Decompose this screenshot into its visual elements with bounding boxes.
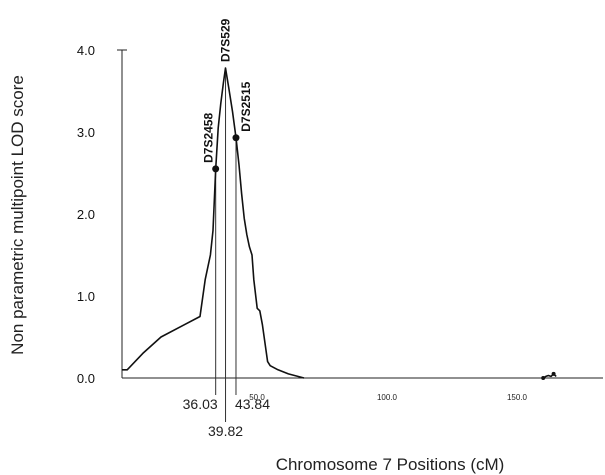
- marker-dot: [212, 165, 220, 173]
- lod-series-line: [122, 67, 305, 379]
- marker-dot: [232, 134, 240, 142]
- marker-position-label: 43.84: [235, 396, 270, 412]
- y-axis-title: Non parametric multipoint LOD score: [8, 75, 27, 355]
- y-tick-label: 1.0: [77, 289, 95, 304]
- y-tick-label: 4.0: [77, 43, 95, 58]
- marker-label: D7S2515: [239, 81, 253, 131]
- y-tick-label: 3.0: [77, 125, 95, 140]
- y-tick-label: 2.0: [77, 207, 95, 222]
- series-point: [551, 371, 556, 376]
- x-tick-labels: 50.0 100.0 150.0: [249, 393, 527, 402]
- x-tick-label: 50.0: [249, 393, 265, 402]
- x-tick-label: 150.0: [507, 393, 528, 402]
- y-tick-label: 0.0: [77, 371, 95, 386]
- y-axis: [117, 49, 127, 378]
- marker-label: D7S2458: [202, 113, 216, 163]
- y-tick-labels: 0.0 1.0 2.0 3.0 4.0: [77, 43, 95, 386]
- position-labels: 36.03 39.82 43.84: [183, 396, 271, 439]
- series-point: [541, 376, 546, 380]
- marker-drop-lines: [215, 68, 237, 422]
- series-layer: [122, 67, 557, 380]
- marker-position-label: 36.03: [183, 396, 218, 412]
- marker-label: D7S529: [219, 18, 233, 62]
- marker-position-label: 39.82: [208, 423, 243, 439]
- x-tick-label: 100.0: [377, 393, 398, 402]
- x-axis-title: Chromosome 7 Positions (cM): [276, 455, 505, 474]
- marker-layer: D7S2458 D7S529 D7S2515: [202, 18, 253, 173]
